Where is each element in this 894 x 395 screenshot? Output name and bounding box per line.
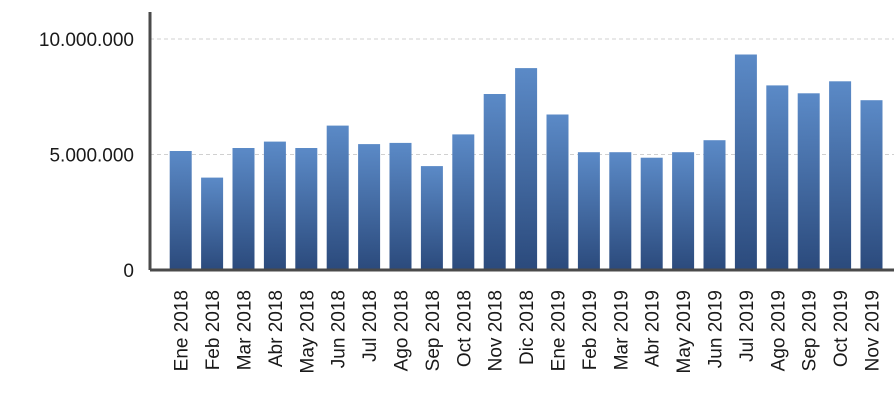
x-tick-label-dic-2018: Dic 2018 — [517, 290, 538, 365]
x-tick-label-ago-2018: Ago 2018 — [392, 290, 413, 371]
bar-sep-2018 — [420, 166, 443, 270]
bar-jul-2018 — [358, 144, 381, 270]
bar-feb-2019 — [577, 152, 600, 270]
x-tick-label-sep-2018: Sep 2018 — [423, 290, 444, 371]
bar-sep-2019 — [797, 93, 820, 270]
x-tick-label-jun-2018: Jun 2018 — [329, 290, 350, 368]
bar-oct-2018 — [452, 134, 475, 270]
x-tick-label-ago-2019: Ago 2019 — [768, 290, 789, 371]
x-tick-label-feb-2019: Feb 2019 — [580, 290, 601, 370]
x-tick-label-ene-2019: Ene 2019 — [549, 290, 570, 371]
x-tick-label-abr-2018: Abr 2018 — [266, 290, 287, 367]
bar-jul-2019 — [734, 54, 757, 270]
y-tick-label-0: 0 — [123, 261, 134, 282]
bar-mar-2019 — [609, 152, 632, 270]
y-tick-labels: 0 5.000.000 10.000.000 — [39, 30, 134, 282]
x-tick-label-mar-2018: Mar 2018 — [235, 290, 256, 370]
bar-nov-2018 — [483, 94, 506, 270]
x-tick-label-nov-2019: Nov 2019 — [863, 290, 884, 371]
bar-oct-2019 — [829, 81, 852, 270]
x-tick-label-jun-2019: Jun 2019 — [706, 290, 727, 368]
bar-abr-2018 — [263, 141, 286, 270]
bar-may-2018 — [295, 148, 318, 270]
bar-ago-2018 — [389, 142, 412, 270]
bar-abr-2019 — [640, 157, 663, 270]
x-tick-label-ene-2018: Ene 2018 — [172, 290, 193, 371]
y-tick-label-1: 5.000.000 — [49, 146, 134, 167]
x-tick-label-oct-2018: Oct 2018 — [454, 290, 475, 367]
bar-mar-2018 — [232, 148, 255, 270]
x-tick-label-mar-2019: Mar 2019 — [611, 290, 632, 370]
axes — [148, 12, 894, 272]
bar-ene-2019 — [546, 114, 569, 270]
bar-jun-2019 — [703, 140, 726, 270]
x-tick-label-oct-2019: Oct 2019 — [831, 290, 852, 367]
bar-feb-2018 — [201, 177, 224, 270]
x-tick-labels: Ene 2018 Feb 2018 Mar 2018 Abr 2018 May 2018… — [172, 290, 884, 373]
bar-nov-2019 — [860, 100, 883, 270]
x-tick-label-feb-2018: Feb 2018 — [203, 290, 224, 370]
bar-jun-2018 — [326, 125, 349, 270]
bars — [169, 54, 883, 271]
x-tick-label-may-2019: May 2019 — [674, 290, 695, 373]
bar-ago-2019 — [766, 85, 789, 271]
x-tick-label-jul-2019: Jul 2019 — [737, 290, 758, 362]
bar-ene-2018 — [169, 151, 192, 270]
x-tick-label-sep-2019: Sep 2019 — [800, 290, 821, 371]
bar-dic-2018 — [515, 68, 538, 270]
x-tick-label-may-2018: May 2018 — [297, 290, 318, 373]
x-tick-label-nov-2018: Nov 2018 — [486, 290, 507, 371]
x-tick-label-jul-2018: Jul 2018 — [360, 290, 381, 362]
y-tick-label-2: 10.000.000 — [39, 30, 134, 51]
bar-may-2019 — [672, 152, 695, 270]
x-tick-label-abr-2019: Abr 2019 — [643, 290, 664, 367]
